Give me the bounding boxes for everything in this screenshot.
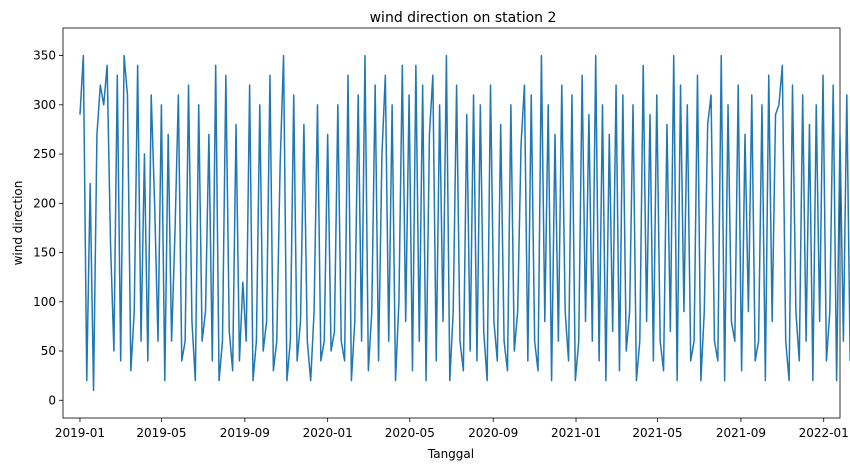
x-tick-label: 2020-05 — [385, 426, 435, 440]
y-tick-label: 250 — [33, 147, 56, 161]
series-line — [79, 54, 850, 392]
y-axis-label: wind direction — [11, 181, 25, 266]
x-tick-label: 2021-09 — [716, 426, 766, 440]
y-tick-label: 150 — [33, 246, 56, 260]
x-tick-label: 2021-05 — [632, 426, 682, 440]
x-tick-label: 2020-09 — [468, 426, 518, 440]
y-tick-label: 300 — [33, 98, 56, 112]
x-axis-ticks: 2019-01 2019-05 2019-09 2020-01 2020-05 2020-… — [55, 418, 849, 440]
x-tick-label: 2019-05 — [136, 426, 186, 440]
x-tick-label: 2019-09 — [220, 426, 270, 440]
x-tick-label: 2021-01 — [551, 426, 601, 440]
y-axis-ticks: 0 50 100 150 200 250 300 350 — [33, 49, 63, 407]
y-tick-label: 200 — [33, 196, 56, 210]
y-tick-label: 50 — [41, 344, 56, 358]
x-tick-label: 2019-01 — [55, 426, 105, 440]
y-tick-label: 100 — [33, 295, 56, 309]
series-group — [79, 54, 850, 392]
x-tick-label: 2020-01 — [303, 426, 353, 440]
x-axis-label: Tanggal — [427, 447, 474, 461]
plot-area — [62, 27, 850, 419]
plot-frame — [62, 27, 841, 419]
y-tick-label: 0 — [48, 393, 56, 407]
x-tick-label: 2022-01 — [799, 426, 849, 440]
chart-title: wind direction on station 2 — [370, 10, 557, 26]
y-tick-label: 350 — [33, 49, 56, 63]
